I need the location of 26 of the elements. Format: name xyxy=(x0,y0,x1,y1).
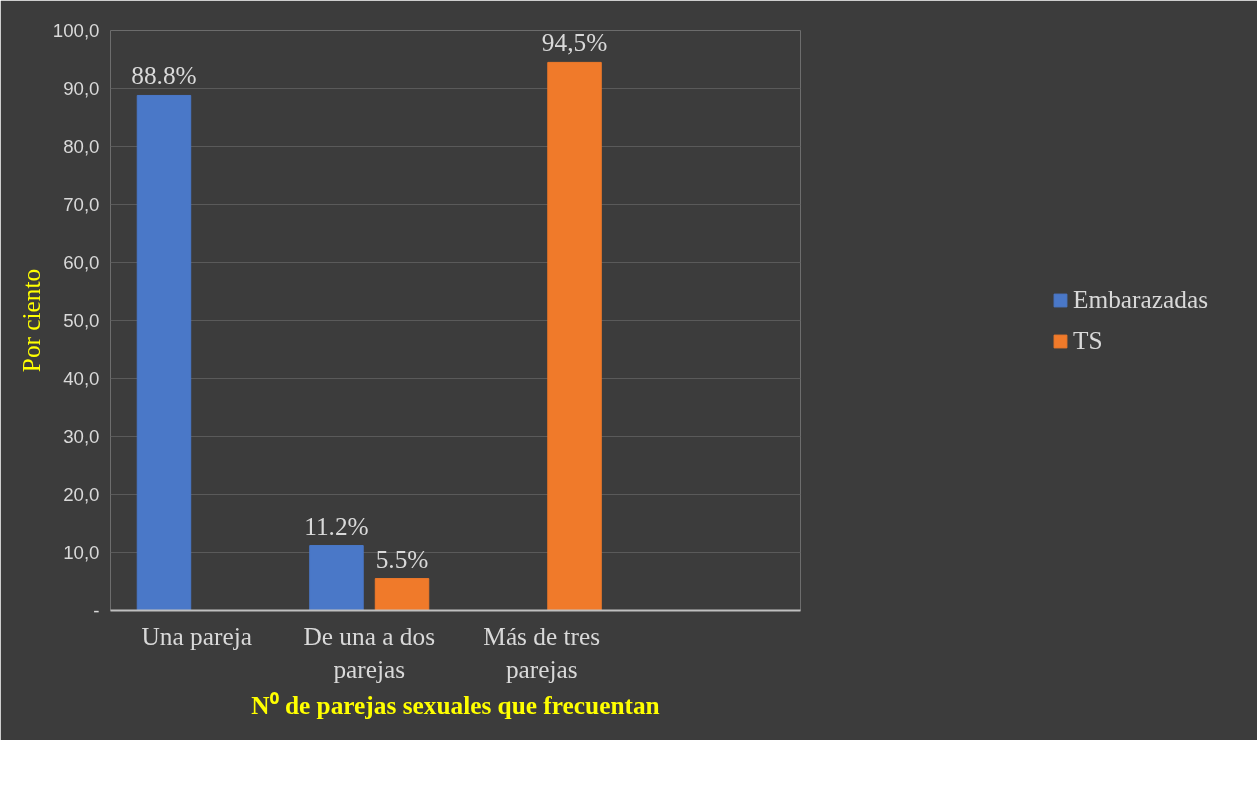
bar xyxy=(547,61,602,611)
bar xyxy=(309,545,364,611)
y-tick-label: 100,0 xyxy=(52,20,100,41)
x-tick-label: De una a dos parejas xyxy=(303,621,436,684)
y-tick-label: 50,0 xyxy=(63,310,100,331)
y-axis-title: Por ciento xyxy=(16,268,45,373)
bar xyxy=(136,94,192,611)
x-axis-title: N⁰ de parejas sexuales que frecuentan xyxy=(251,691,660,720)
y-tick-label: 60,0 xyxy=(63,252,100,273)
x-tick-label: Más de tres parejas xyxy=(483,621,601,684)
data-label: 5.5% xyxy=(375,544,429,573)
y-tick-label: 90,0 xyxy=(63,78,100,99)
legend-label: Embarazadas xyxy=(1072,285,1209,314)
y-tick-label: 80,0 xyxy=(63,136,100,157)
y-tick-label: 10,0 xyxy=(63,542,100,563)
y-tick-label: 40,0 xyxy=(63,368,100,389)
x-tick-label: Una pareja xyxy=(141,621,252,650)
data-label: 11.2% xyxy=(304,511,369,540)
data-label: 94,5% xyxy=(541,28,608,57)
y-tick-label: 20,0 xyxy=(63,484,100,505)
y-tick-label: 30,0 xyxy=(63,426,100,447)
y-tick-label: - xyxy=(93,600,100,621)
legend-label: TS xyxy=(1072,326,1103,355)
y-tick-label: 70,0 xyxy=(63,194,100,215)
bar xyxy=(374,578,430,611)
data-label: 88.8% xyxy=(131,61,197,90)
